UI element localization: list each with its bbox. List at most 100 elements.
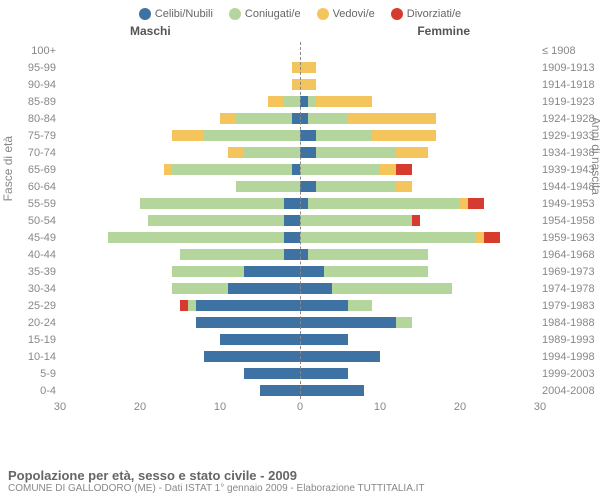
bar-segment bbox=[204, 351, 300, 363]
male-bar bbox=[60, 333, 300, 347]
male-bar bbox=[60, 180, 300, 194]
legend-label: Celibi/Nubili bbox=[155, 8, 213, 20]
bar-segment bbox=[220, 113, 236, 125]
bar-segment bbox=[188, 300, 196, 312]
bar-segment bbox=[308, 249, 428, 261]
y-axis-left-label: Fasce di età bbox=[1, 135, 15, 200]
male-bar bbox=[60, 384, 300, 398]
age-label: 100+ bbox=[16, 45, 56, 57]
legend: Celibi/NubiliConiugati/eVedovi/eDivorzia… bbox=[0, 0, 600, 24]
male-bar bbox=[60, 78, 300, 92]
x-tick: 30 bbox=[54, 401, 66, 413]
bar-segment bbox=[228, 147, 244, 159]
birth-label: 1979-1983 bbox=[542, 300, 600, 312]
bar-segment bbox=[244, 147, 300, 159]
bar-segment bbox=[300, 334, 348, 346]
bar-segment bbox=[300, 147, 316, 159]
bar-segment bbox=[396, 317, 412, 329]
birth-label: 1954-1958 bbox=[542, 215, 600, 227]
birth-label: 1964-1968 bbox=[542, 249, 600, 261]
female-bar bbox=[300, 163, 540, 177]
female-bar bbox=[300, 197, 540, 211]
bar-segment bbox=[300, 351, 380, 363]
age-label: 70-74 bbox=[16, 147, 56, 159]
bar-segment bbox=[292, 62, 300, 74]
male-bar bbox=[60, 44, 300, 58]
bar-segment bbox=[300, 96, 308, 108]
bar-segment bbox=[300, 164, 380, 176]
female-bar bbox=[300, 61, 540, 75]
bar-segment bbox=[284, 249, 300, 261]
female-bar bbox=[300, 282, 540, 296]
bar-segment bbox=[316, 130, 372, 142]
footer: Popolazione per età, sesso e stato civil… bbox=[8, 468, 592, 500]
female-bar bbox=[300, 316, 540, 330]
birth-label: 1929-1933 bbox=[542, 130, 600, 142]
bar-segment bbox=[348, 300, 372, 312]
male-bar bbox=[60, 146, 300, 160]
bar-segment bbox=[244, 368, 300, 380]
age-label: 50-54 bbox=[16, 215, 56, 227]
legend-swatch bbox=[229, 8, 241, 20]
x-tick: 0 bbox=[297, 401, 303, 413]
birth-label: 1919-1923 bbox=[542, 96, 600, 108]
age-label: 25-29 bbox=[16, 300, 56, 312]
bar-segment bbox=[380, 164, 396, 176]
bar-segment bbox=[172, 283, 228, 295]
x-axis: 3020100102030 bbox=[60, 399, 540, 419]
bar-segment bbox=[300, 385, 364, 397]
bar-segment bbox=[284, 198, 300, 210]
male-bar bbox=[60, 197, 300, 211]
bar-segment bbox=[300, 215, 412, 227]
bar-segment bbox=[316, 147, 396, 159]
bar-segment bbox=[108, 232, 284, 244]
male-bar bbox=[60, 299, 300, 313]
age-label: 75-79 bbox=[16, 130, 56, 142]
bar-segment bbox=[236, 181, 300, 193]
age-label: 45-49 bbox=[16, 232, 56, 244]
bar-segment bbox=[172, 164, 292, 176]
male-bar bbox=[60, 214, 300, 228]
female-bar bbox=[300, 78, 540, 92]
bar-segment bbox=[300, 317, 396, 329]
birth-label: 1944-1948 bbox=[542, 181, 600, 193]
birth-label: 1914-1918 bbox=[542, 79, 600, 91]
birth-label: 1959-1963 bbox=[542, 232, 600, 244]
legend-swatch bbox=[139, 8, 151, 20]
bar-segment bbox=[308, 113, 348, 125]
legend-label: Coniugati/e bbox=[245, 8, 301, 20]
male-bar bbox=[60, 265, 300, 279]
plot-area: 100+≤ 190895-991909-191390-941914-191885… bbox=[60, 42, 540, 412]
birth-label: 1934-1938 bbox=[542, 147, 600, 159]
female-bar bbox=[300, 44, 540, 58]
age-label: 95-99 bbox=[16, 62, 56, 74]
bar-segment bbox=[292, 113, 300, 125]
female-bar bbox=[300, 214, 540, 228]
birth-label: 1989-1993 bbox=[542, 334, 600, 346]
legend-item: Divorziati/e bbox=[391, 8, 461, 20]
female-bar bbox=[300, 146, 540, 160]
bar-segment bbox=[164, 164, 172, 176]
female-bar bbox=[300, 333, 540, 347]
female-bar bbox=[300, 231, 540, 245]
bar-segment bbox=[228, 283, 300, 295]
bar-segment bbox=[292, 164, 300, 176]
female-bar bbox=[300, 299, 540, 313]
female-bar bbox=[300, 180, 540, 194]
birth-label: 1949-1953 bbox=[542, 198, 600, 210]
bar-segment bbox=[476, 232, 484, 244]
female-bar bbox=[300, 129, 540, 143]
age-label: 0-4 bbox=[16, 385, 56, 397]
age-label: 10-14 bbox=[16, 351, 56, 363]
bar-segment bbox=[308, 96, 316, 108]
x-tick: 10 bbox=[374, 401, 386, 413]
bar-segment bbox=[460, 198, 468, 210]
birth-label: 1984-1988 bbox=[542, 317, 600, 329]
bar-segment bbox=[180, 300, 188, 312]
bar-segment bbox=[396, 147, 428, 159]
legend-item: Coniugati/e bbox=[229, 8, 301, 20]
bar-segment bbox=[300, 283, 332, 295]
bar-segment bbox=[172, 130, 204, 142]
bar-segment bbox=[412, 215, 420, 227]
female-bar bbox=[300, 367, 540, 381]
